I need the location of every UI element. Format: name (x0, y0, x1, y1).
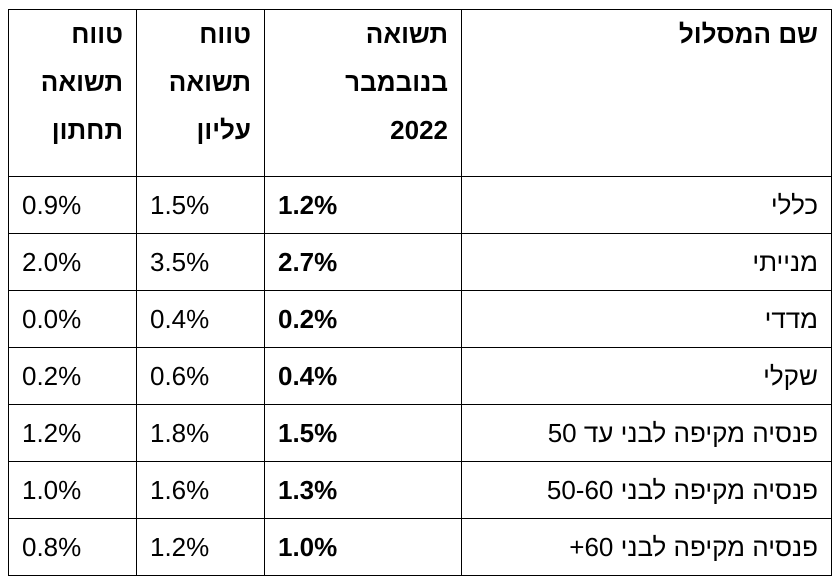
header-upper-line-3: עליון (196, 115, 251, 145)
header-november-line-2: בנובמבר (345, 67, 448, 97)
track-name-cell: פנסיה מקיפה לבני 50-60 (461, 461, 832, 519)
november-return-cell: 1.5% (264, 404, 462, 462)
upper-range-cell: 1.5% (136, 176, 265, 234)
header-november-line-1: תשואה (365, 19, 448, 49)
lower-range-cell: 0.2% (8, 347, 137, 405)
track-name-cell: פנסיה מקיפה לבני עד 50 (461, 404, 832, 462)
lower-range-cell: 2.0% (8, 233, 137, 291)
returns-table: שם המסלול תשואה בנובמבר 2022 טווח תשואה … (8, 9, 832, 576)
track-name-cell: מדדי (461, 290, 832, 348)
header-upper-line-1: טווח (199, 19, 251, 49)
november-return-cell: 0.2% (264, 290, 462, 348)
upper-range-cell: 1.6% (136, 461, 265, 519)
header-november-return: תשואה בנובמבר 2022 (264, 9, 462, 177)
header-lower-line-1: טווח (71, 19, 123, 49)
track-name-cell: כללי (461, 176, 832, 234)
upper-range-cell: 1.2% (136, 518, 265, 576)
lower-range-cell: 0.8% (8, 518, 137, 576)
header-lower-line-3: תחתון (51, 115, 123, 145)
lower-range-cell: 0.0% (8, 290, 137, 348)
table-row: מדדי 0.2% 0.4% 0.0% (8, 290, 832, 348)
table-body: כללי 1.2% 1.5% 0.9% מנייתי 2.7% 3.5% 2.0… (8, 176, 832, 576)
track-name-cell: מנייתי (461, 233, 832, 291)
table-row: מנייתי 2.7% 3.5% 2.0% (8, 233, 832, 291)
upper-range-cell: 0.4% (136, 290, 265, 348)
header-november-line-3: 2022 (390, 115, 448, 145)
november-return-cell: 1.0% (264, 518, 462, 576)
lower-range-cell: 1.2% (8, 404, 137, 462)
header-lower-range: טווח תשואה תחתון (8, 9, 137, 177)
header-upper-range: טווח תשואה עליון (136, 9, 265, 177)
table-row: כללי 1.2% 1.5% 0.9% (8, 176, 832, 234)
table-row: שקלי 0.4% 0.6% 0.2% (8, 347, 832, 405)
track-name-cell: שקלי (461, 347, 832, 405)
upper-range-cell: 3.5% (136, 233, 265, 291)
track-name-cell: פנסיה מקיפה לבני 60+ (461, 518, 832, 576)
lower-range-cell: 1.0% (8, 461, 137, 519)
table-row: פנסיה מקיפה לבני עד 50 1.5% 1.8% 1.2% (8, 404, 832, 462)
header-lower-line-2: תשואה (40, 67, 123, 97)
header-upper-line-2: תשואה (168, 67, 251, 97)
header-track-name-line: שם המסלול (678, 19, 818, 49)
november-return-cell: 2.7% (264, 233, 462, 291)
header-track-name: שם המסלול (461, 9, 832, 177)
november-return-cell: 0.4% (264, 347, 462, 405)
lower-range-cell: 0.9% (8, 176, 137, 234)
upper-range-cell: 1.8% (136, 404, 265, 462)
table-header: שם המסלול תשואה בנובמבר 2022 טווח תשואה … (8, 9, 832, 177)
header-row: שם המסלול תשואה בנובמבר 2022 טווח תשואה … (8, 9, 832, 177)
november-return-cell: 1.3% (264, 461, 462, 519)
upper-range-cell: 0.6% (136, 347, 265, 405)
table-row: פנסיה מקיפה לבני 60+ 1.0% 1.2% 0.8% (8, 518, 832, 576)
november-return-cell: 1.2% (264, 176, 462, 234)
table-row: פנסיה מקיפה לבני 50-60 1.3% 1.6% 1.0% (8, 461, 832, 519)
